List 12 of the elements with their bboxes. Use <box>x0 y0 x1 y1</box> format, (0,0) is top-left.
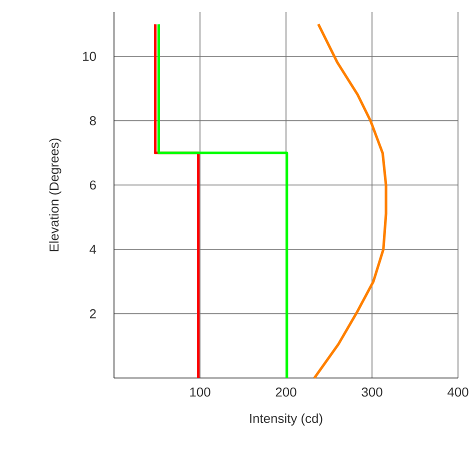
y-tick-label: 4 <box>90 244 96 254</box>
y-axis-title: Elevation (Degrees) <box>49 138 62 252</box>
line-series <box>313 22 388 380</box>
x-tick-label: 100 <box>190 388 210 397</box>
x-tick-label: 400 <box>447 388 468 397</box>
y-tick-label: 6 <box>90 180 96 190</box>
x-tick-label: 200 <box>276 388 296 397</box>
y-tick-label: 10 <box>83 52 96 61</box>
y-tick-label: 2 <box>90 309 96 318</box>
y-tick-label: 8 <box>90 116 96 126</box>
x-axis-title: Intensity (cd) <box>250 414 322 426</box>
x-tick-label: 300 <box>362 388 382 397</box>
